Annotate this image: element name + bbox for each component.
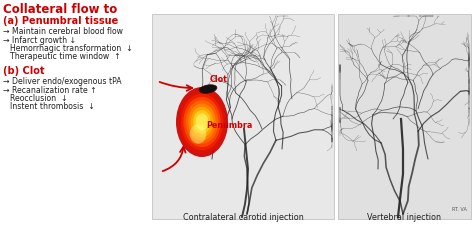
Text: Penumbra: Penumbra (206, 121, 252, 131)
Ellipse shape (191, 107, 213, 137)
Ellipse shape (176, 87, 228, 157)
Text: Therapeutic time window  ↑: Therapeutic time window ↑ (10, 52, 121, 61)
Ellipse shape (196, 114, 209, 131)
Text: (a) Penumbral tissue: (a) Penumbral tissue (3, 16, 118, 26)
Bar (338, 14, 471, 219)
Text: RT. VA: RT. VA (452, 207, 467, 212)
Ellipse shape (183, 97, 220, 147)
Text: Instent thrombosis  ↓: Instent thrombosis ↓ (10, 102, 95, 111)
Ellipse shape (193, 110, 211, 134)
Text: → Recanalization rate ↑: → Recanalization rate ↑ (3, 86, 97, 95)
Bar (152, 14, 334, 219)
Text: Vertebral injection: Vertebral injection (367, 213, 441, 222)
Ellipse shape (190, 124, 206, 144)
Ellipse shape (181, 94, 223, 151)
Text: Collateral flow to: Collateral flow to (3, 3, 117, 16)
Text: → Deliver endo/exogenous tPA: → Deliver endo/exogenous tPA (3, 77, 121, 86)
Text: Hemorrhagic transformation  ↓: Hemorrhagic transformation ↓ (10, 44, 133, 53)
Text: Contralateral carotid injection: Contralateral carotid injection (182, 213, 303, 222)
Text: Clot: Clot (210, 76, 228, 84)
Text: Reocclusion  ↓: Reocclusion ↓ (10, 94, 68, 103)
Ellipse shape (186, 100, 218, 144)
Ellipse shape (188, 104, 216, 141)
Ellipse shape (199, 85, 217, 93)
Text: (b) Clot: (b) Clot (3, 66, 45, 76)
Text: → Maintain cerebral blood flow: → Maintain cerebral blood flow (3, 27, 123, 36)
Text: → Infarct growth ↓: → Infarct growth ↓ (3, 36, 76, 45)
Ellipse shape (178, 90, 226, 154)
